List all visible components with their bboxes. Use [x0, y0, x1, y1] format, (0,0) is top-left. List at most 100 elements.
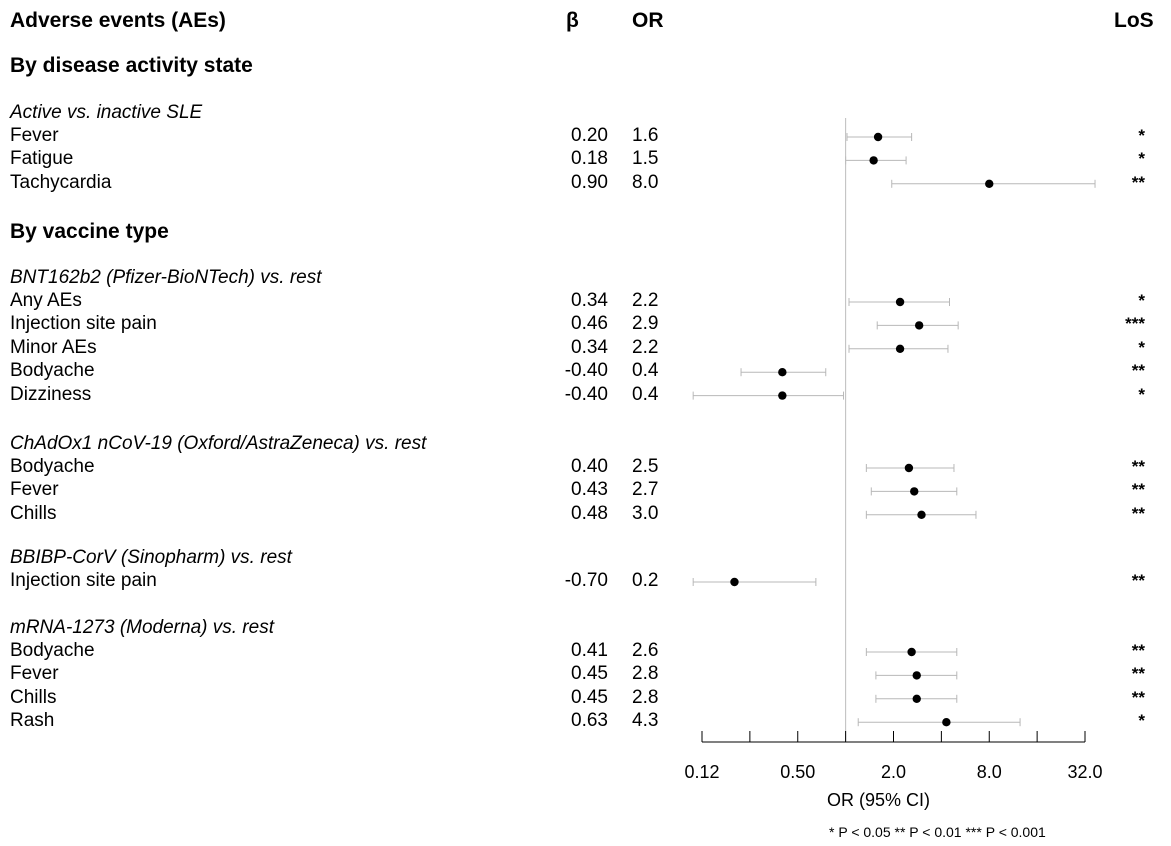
significance-stars: *	[1138, 291, 1145, 310]
point-estimate	[907, 647, 916, 657]
point-estimate	[778, 391, 787, 400]
or-value: 0.4	[632, 360, 659, 382]
or-value: 2.5	[632, 456, 659, 477]
beta-value: 0.45	[571, 686, 608, 708]
or-value: 3.0	[632, 502, 659, 524]
beta-value: 0.63	[571, 710, 608, 732]
row-label: Injection site pain	[10, 313, 157, 335]
header-los: LoS	[1114, 9, 1154, 32]
or-value: 4.3	[632, 710, 659, 732]
or-value: 1.6	[632, 125, 659, 146]
beta-value: 0.20	[571, 125, 608, 146]
significance-stars: **	[1131, 172, 1145, 192]
point-estimate	[869, 156, 878, 165]
point-estimate	[778, 368, 787, 377]
row-label: Rash	[10, 710, 55, 732]
row-label: Bodyache	[10, 640, 95, 661]
row-label: Chills	[10, 686, 57, 708]
significance-stars: **	[1131, 664, 1145, 684]
point-estimate	[730, 577, 739, 587]
x-tick-label: 8.0	[977, 762, 1002, 782]
or-value: 2.8	[632, 663, 659, 685]
point-estimate	[904, 463, 914, 473]
beta-value: 0.90	[571, 171, 608, 193]
point-estimate	[910, 487, 919, 496]
group-title: BNT162b2 (Pfizer-BioNTech) vs. rest	[10, 267, 322, 288]
x-tick-label: 0.50	[780, 762, 815, 782]
row-label: Fever	[10, 663, 59, 685]
point-estimate	[912, 671, 921, 680]
significance-stars: **	[1131, 641, 1145, 660]
row-label: Bodyache	[10, 360, 95, 382]
header-or: OR	[632, 9, 664, 32]
beta-value: 0.46	[571, 313, 608, 335]
point-estimate	[985, 179, 994, 188]
or-value: 1.5	[632, 148, 659, 170]
row-label: Minor AEs	[10, 336, 97, 358]
significance-stars: **	[1131, 361, 1145, 381]
significance-stars: *	[1138, 126, 1145, 145]
or-value: 0.4	[632, 383, 659, 405]
point-estimate	[912, 694, 921, 703]
or-value: 0.2	[632, 570, 659, 591]
row-label: Fever	[10, 479, 59, 501]
or-value: 2.7	[632, 479, 659, 501]
or-value: 2.2	[632, 336, 659, 358]
significance-stars: *	[1138, 711, 1145, 731]
or-value: 2.9	[632, 313, 659, 335]
header-beta: β	[566, 9, 579, 32]
significance-stars: **	[1131, 457, 1145, 476]
section-title: By vaccine type	[10, 220, 169, 243]
beta-value: 0.48	[571, 502, 608, 524]
point-estimate	[873, 132, 883, 142]
beta-value: 0.41	[571, 640, 608, 661]
row-label: Dizziness	[10, 383, 92, 405]
group-title: ChAdOx1 nCoV-19 (Oxford/AstraZeneca) vs.…	[10, 433, 427, 454]
row-label: Fatigue	[10, 148, 74, 170]
header-adverse-events: Adverse events (AEs)	[10, 9, 226, 32]
or-value: 2.2	[632, 290, 659, 311]
beta-value: 0.18	[571, 148, 608, 170]
significance-stars: ***	[1125, 314, 1145, 334]
significance-stars: **	[1131, 687, 1145, 707]
significance-stars: *	[1138, 337, 1145, 357]
row-label: Bodyache	[10, 456, 95, 477]
beta-value: 0.45	[571, 663, 608, 685]
row-label: Tachycardia	[10, 171, 112, 193]
x-axis-label: OR (95% CI)	[827, 790, 931, 810]
x-tick-label: 0.12	[684, 762, 719, 782]
beta-value: -0.70	[564, 570, 608, 591]
group-title: mRNA-1273 (Moderna) vs. rest	[10, 617, 274, 638]
beta-value: -0.40	[564, 383, 608, 405]
point-estimate	[895, 297, 905, 307]
significance-stars: **	[1131, 480, 1145, 500]
group-title: Active vs. inactive SLE	[10, 102, 203, 123]
x-tick-label: 32.0	[1067, 762, 1102, 782]
significance-note: * P < 0.05 ** P < 0.01 *** P < 0.001	[829, 824, 1046, 840]
beta-value: 0.43	[571, 479, 608, 501]
point-estimate	[914, 321, 924, 330]
beta-value: 0.34	[571, 336, 608, 358]
point-estimate	[895, 344, 905, 353]
row-label: Chills	[10, 502, 57, 524]
point-estimate	[917, 510, 926, 519]
group-title: BBIBP-CorV (Sinopharm) vs. rest	[10, 547, 292, 568]
point-estimate	[942, 718, 951, 727]
beta-value: -0.40	[564, 360, 608, 382]
or-value: 2.6	[632, 640, 659, 661]
section-title: By disease activity state	[10, 54, 253, 77]
row-label: Fever	[10, 125, 59, 146]
or-value: 8.0	[632, 171, 659, 193]
significance-stars: *	[1138, 149, 1145, 169]
row-label: Injection site pain	[10, 570, 157, 591]
x-tick-label: 2.0	[881, 762, 906, 782]
row-label: Any AEs	[10, 290, 82, 311]
beta-value: 0.40	[571, 456, 608, 477]
beta-value: 0.34	[571, 290, 608, 311]
significance-stars: *	[1138, 384, 1145, 404]
or-value: 2.8	[632, 686, 659, 708]
significance-stars: **	[1131, 571, 1145, 590]
significance-stars: **	[1131, 503, 1145, 523]
